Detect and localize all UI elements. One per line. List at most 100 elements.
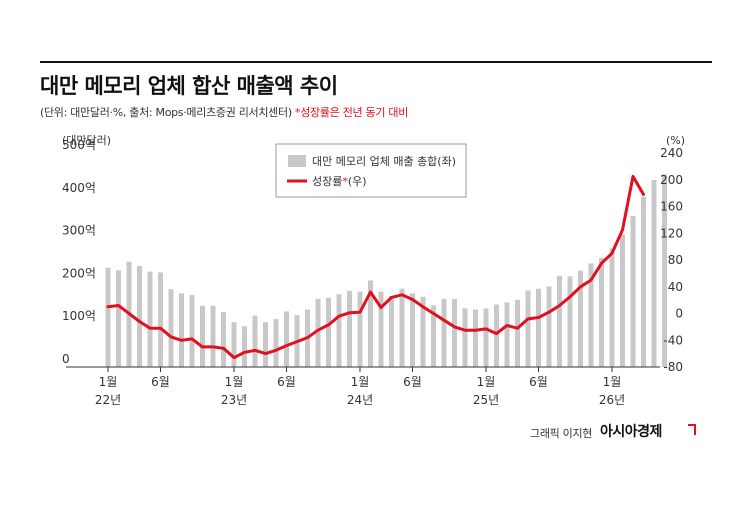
x-tick-year: 23년 xyxy=(221,393,247,407)
right-tick-label: 40 xyxy=(668,280,683,294)
revenue-bar xyxy=(483,308,489,367)
page-title: 대만 메모리 업체 합산 매출액 추이 xyxy=(40,74,338,98)
x-tick-year: 22년 xyxy=(95,393,121,407)
legend: 대만 메모리 업체 매출 총합(좌) 성장률*(우) xyxy=(275,143,467,198)
revenue-bars xyxy=(105,174,667,367)
x-tick-month: 1월 xyxy=(99,375,118,389)
legend-line-label-side: (우) xyxy=(348,175,367,188)
revenue-bar xyxy=(252,315,258,367)
x-tick-month: 6월 xyxy=(403,375,422,389)
revenue-bar xyxy=(452,298,457,367)
x-axis-ticks: 1월 22년 6월 1월 23년 6월 1월 24년 6월 1월 25년 6월 1월 26년 xyxy=(95,367,625,407)
revenue-bar xyxy=(662,174,667,367)
x-tick-year: 25년 xyxy=(473,393,499,407)
right-tick-label: 0 xyxy=(675,307,683,321)
revenue-bar xyxy=(630,215,636,367)
x-tick-month: 6월 xyxy=(151,375,170,389)
growth-rate-line xyxy=(106,174,645,360)
revenue-bar xyxy=(473,309,478,367)
revenue-bar xyxy=(515,299,520,367)
revenue-bar xyxy=(525,290,531,367)
revenue-bar xyxy=(158,272,163,367)
revenue-bar xyxy=(347,290,352,367)
revenue-bar xyxy=(620,234,625,367)
revenue-bar xyxy=(567,276,573,367)
revenue-bar xyxy=(462,308,468,367)
right-tick-label: 240 xyxy=(660,146,683,160)
revenue-bar xyxy=(378,291,384,367)
revenue-bar xyxy=(368,280,373,367)
revenue-bar xyxy=(609,248,615,367)
revenue-bar xyxy=(137,266,142,367)
revenue-bar xyxy=(431,305,436,367)
revenue-bar xyxy=(651,180,657,367)
left-tick-label: 200억 xyxy=(62,266,96,280)
revenue-bar xyxy=(210,305,216,367)
revenue-bar xyxy=(641,197,646,367)
revenue-bar xyxy=(494,304,499,367)
left-tick-label: 100억 xyxy=(62,309,96,323)
revenue-bar xyxy=(588,263,594,367)
legend-line-label-mark: * xyxy=(342,175,348,188)
revenue-bar xyxy=(242,326,247,367)
revenue-bar xyxy=(200,305,205,367)
revenue-bar xyxy=(105,267,111,367)
right-tick-label: -40 xyxy=(663,333,683,347)
right-tick-label: 200 xyxy=(660,173,683,187)
revenue-bar xyxy=(315,298,321,367)
growth-note: *성장률은 전년 동기 대비 xyxy=(295,106,409,119)
right-tick-label: 160 xyxy=(660,200,683,214)
top-rule xyxy=(40,61,712,63)
x-tick-month: 1월 xyxy=(225,375,244,389)
revenue-bar xyxy=(399,288,405,367)
revenue-bar xyxy=(546,286,552,367)
revenue-bar xyxy=(599,257,604,367)
x-tick-month: 6월 xyxy=(529,375,548,389)
brand-logo-text: 아시아경제 xyxy=(600,424,662,440)
right-tick-label: -80 xyxy=(663,360,683,374)
left-tick-label: 500억 xyxy=(62,138,96,152)
revenue-bar xyxy=(168,289,174,367)
revenue-bar xyxy=(284,311,289,367)
chart-subtitle: (단위: 대만달러·%, 출처: Mops·메리츠증권 리서치센터) *성장률은… xyxy=(40,104,408,120)
revenue-bar xyxy=(504,302,510,367)
x-tick-year: 24년 xyxy=(347,393,373,407)
revenue-bar xyxy=(221,312,226,367)
revenue-bar xyxy=(536,288,541,367)
revenue-bar xyxy=(231,322,237,367)
revenue-bar xyxy=(326,297,331,367)
revenue-bar xyxy=(389,296,394,367)
legend-line-label-text: 성장률 xyxy=(312,175,342,188)
source-note: (단위: 대만달러·%, 출처: Mops·메리츠증권 리서치센터) xyxy=(40,106,292,119)
x-tick-month: 1월 xyxy=(477,375,496,389)
graphic-credit: 그래픽 이지현 xyxy=(530,427,593,440)
revenue-bar xyxy=(263,322,268,367)
left-axis-ticks: 0 100억 200억 300억 400억 500억 xyxy=(62,138,96,366)
revenue-bar xyxy=(116,270,121,367)
revenue-bar xyxy=(557,275,562,367)
right-tick-label: 120 xyxy=(660,226,683,240)
legend-box xyxy=(275,143,467,198)
left-axis-unit: (대만달러) xyxy=(62,134,111,147)
left-tick-label: 300억 xyxy=(62,224,96,238)
revenue-bar xyxy=(189,295,195,367)
legend-bar-label: 대만 메모리 업체 매출 총합(좌) xyxy=(312,155,456,168)
x-tick-month: 6월 xyxy=(277,375,296,389)
revenue-bar xyxy=(441,298,447,367)
revenue-bar xyxy=(273,319,279,367)
left-tick-label: 0 xyxy=(62,352,70,366)
left-tick-label: 400억 xyxy=(62,181,96,195)
revenue-bar xyxy=(578,270,583,367)
revenue-bar xyxy=(147,271,153,367)
x-tick-year: 26년 xyxy=(599,393,625,407)
revenue-bar xyxy=(357,291,363,367)
x-tick-month: 1월 xyxy=(603,375,622,389)
revenue-bar xyxy=(179,293,184,367)
revenue-bar xyxy=(410,293,415,367)
right-tick-label: 80 xyxy=(668,253,683,267)
right-axis-ticks: -80 -40 0 40 80 120 160 200 240 xyxy=(660,146,683,374)
legend-bar-swatch xyxy=(288,155,306,167)
legend-line-label: 성장률*(우) xyxy=(312,175,367,188)
x-tick-month: 1월 xyxy=(351,375,370,389)
